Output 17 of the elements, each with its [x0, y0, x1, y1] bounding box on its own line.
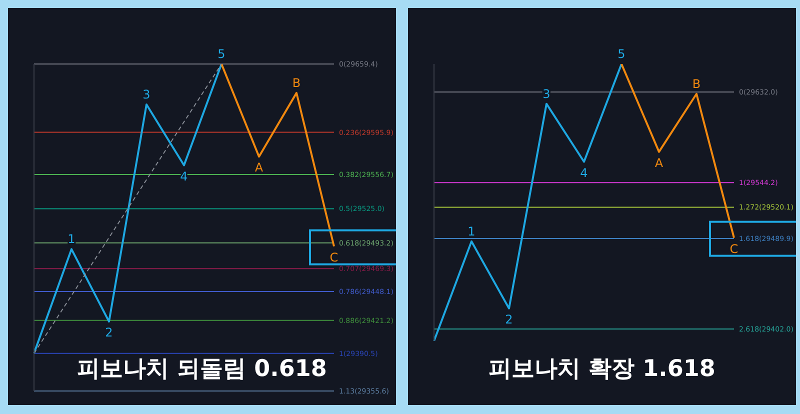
annotation: 4 [580, 166, 588, 180]
annotation: 1 [68, 232, 76, 246]
annotation: A [254, 160, 264, 175]
annotation: 5 [218, 47, 226, 61]
annotation: B [692, 76, 701, 91]
text: 피보나치 되돌림 0.618 [77, 356, 327, 382]
annotation: 1 [468, 224, 476, 238]
annotation: B [292, 76, 301, 90]
annotation: A [654, 156, 664, 170]
annotation: 5 [618, 47, 626, 61]
annotation: 3 [142, 88, 150, 102]
annotation: 2 [105, 326, 113, 340]
text: 피보나치 확장 1.618 [488, 355, 716, 384]
annotation: 2 [505, 312, 513, 326]
annotation: 3 [542, 86, 550, 101]
annotation: C [730, 242, 738, 256]
annotation: C [330, 250, 338, 264]
